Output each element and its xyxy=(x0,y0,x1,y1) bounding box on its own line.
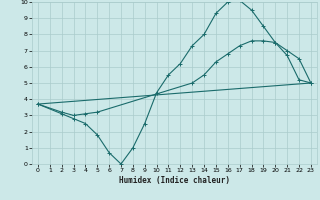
X-axis label: Humidex (Indice chaleur): Humidex (Indice chaleur) xyxy=(119,176,230,185)
